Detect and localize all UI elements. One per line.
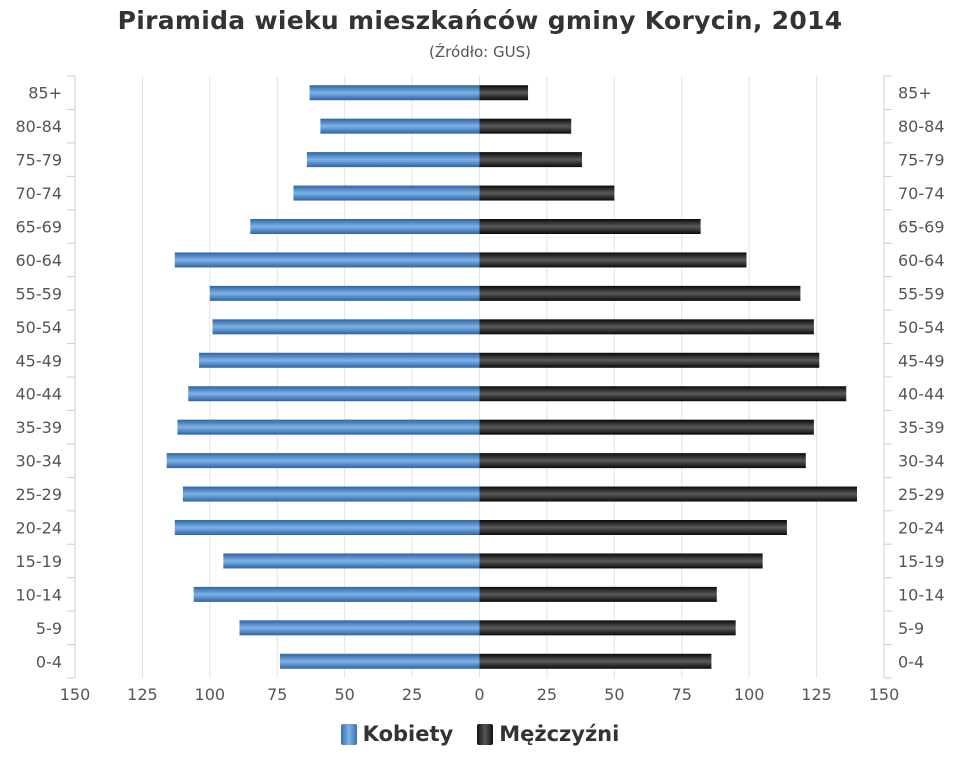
bar-mezczyzni [479,352,820,368]
y-category-label-left: 40-44 [16,385,63,404]
y-category-label-right: 35-39 [898,418,945,437]
x-tick-label: 150 [869,685,900,704]
bar-mezczyzni [479,85,529,101]
y-category-label-left: 5-9 [36,619,62,638]
x-tick-label: 25 [537,685,557,704]
y-category-label-right: 10-14 [898,585,945,604]
x-tick-label: 25 [402,685,422,704]
x-tick-label: 50 [604,685,624,704]
bar-mezczyzni [479,118,572,134]
x-tick-label: 100 [734,685,765,704]
bar-kobiety [174,520,480,535]
bar-kobiety [199,352,480,368]
bar-kobiety [320,118,480,134]
x-tick-label: 125 [127,685,158,704]
bar-mezczyzni [479,386,847,402]
bar-mezczyzni [479,453,806,469]
legend: Kobiety Mężczyźni [0,722,960,746]
y-category-label-left: 35-39 [16,418,63,437]
y-category-label-right: 75-79 [898,151,945,170]
y-category-label-right: 40-44 [898,385,945,404]
bar-kobiety [166,453,480,469]
y-category-label-right: 30-34 [898,452,945,471]
bar-mezczyzni [479,319,814,335]
y-category-label-right: 85+ [898,84,932,103]
y-category-label-right: 5-9 [898,619,924,638]
bar-kobiety [293,185,480,201]
bar-mezczyzni [479,185,615,201]
bar-kobiety [177,419,480,435]
y-category-label-left: 75-79 [16,151,63,170]
y-category-label-left: 80-84 [16,117,63,136]
x-tick-label: 75 [672,685,692,704]
bar-mezczyzni [479,419,814,435]
axis-labels: 150 125 100 75 50 25 0 25 50 75 100 125 150 0-4 0-4 5-9… [16,84,945,704]
chart-subtitle: (Źródło: GUS) [429,43,531,61]
x-tick-label: 50 [334,685,354,704]
y-category-label-left: 15-19 [16,552,63,571]
bar-kobiety [193,586,480,602]
bar-kobiety [182,486,480,502]
bar-mezczyzni [479,486,858,502]
y-category-label-left: 30-34 [16,452,63,471]
y-category-label-left: 60-64 [16,251,63,270]
bar-mezczyzni [479,285,801,301]
x-tick-label: 75 [267,685,287,704]
bar-kobiety [174,252,480,268]
bar-kobiety [223,553,480,569]
y-category-label-right: 80-84 [898,117,945,136]
y-category-label-left: 55-59 [16,284,63,303]
bar-kobiety [279,653,480,669]
y-category-label-right: 0-4 [898,652,924,671]
bar-mezczyzni [479,219,701,234]
bar-mezczyzni [479,152,582,168]
y-category-label-left: 0-4 [36,652,62,671]
bar-mezczyzni [479,586,717,602]
legend-label-men: Mężczyźni [499,722,620,746]
chart-title: Piramida wieku mieszkańców gminy Korycin… [117,6,843,35]
y-category-label-left: 10-14 [16,585,63,604]
y-category-label-right: 50-54 [898,318,945,337]
legend-swatch-men [477,723,494,745]
bar-kobiety [209,285,480,301]
bar-mezczyzni [479,553,763,569]
bar-kobiety [306,152,480,168]
y-category-label-right: 45-49 [898,351,945,370]
y-category-label-right: 15-19 [898,552,945,571]
legend-label-women: Kobiety [362,722,454,746]
y-category-label-left: 25-29 [16,485,63,504]
legend-item-men[interactable]: Mężczyźni [477,722,619,746]
bar-mezczyzni [479,620,736,636]
y-category-label-left: 85+ [28,84,62,103]
bars [166,85,858,669]
x-tick-label: 100 [195,685,226,704]
bar-kobiety [309,85,480,101]
y-category-label-left: 50-54 [16,318,63,337]
y-category-label-left: 70-74 [16,184,63,203]
bar-kobiety [188,386,480,402]
bar-mezczyzni [479,653,712,669]
bar-kobiety [239,620,480,636]
y-category-label-left: 20-24 [16,519,63,538]
bar-kobiety [250,219,480,234]
bar-mezczyzni [479,252,747,268]
bar-kobiety [212,319,480,335]
legend-item-women[interactable]: Kobiety [340,722,454,746]
legend-swatch-women [340,723,357,745]
axes [67,75,892,679]
x-tick-label: 125 [801,685,832,704]
y-category-label-right: 60-64 [898,251,945,270]
y-category-label-left: 45-49 [16,351,63,370]
x-tick-label: 150 [60,685,91,704]
y-category-label-right: 55-59 [898,284,945,303]
y-category-label-right: 20-24 [898,519,945,538]
bar-mezczyzni [479,520,787,535]
y-category-label-right: 70-74 [898,184,945,203]
y-category-label-left: 65-69 [16,218,63,237]
y-category-label-right: 65-69 [898,218,945,237]
y-category-label-right: 25-29 [898,485,945,504]
x-tick-label: 0 [474,685,484,704]
